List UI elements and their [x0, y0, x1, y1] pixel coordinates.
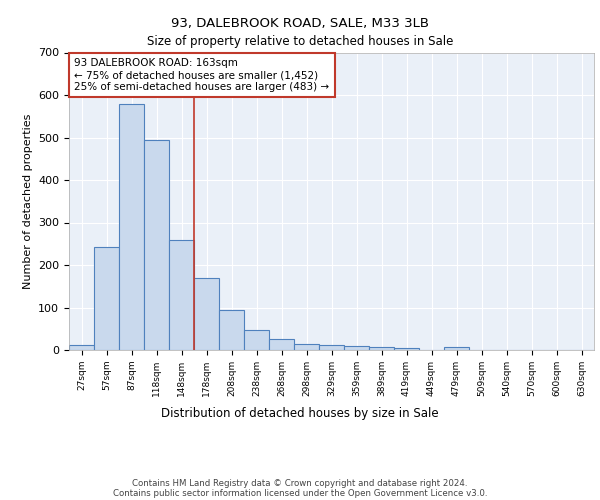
Bar	[319, 345, 344, 350]
Bar	[244, 330, 269, 350]
Bar	[294, 344, 319, 350]
Bar	[169, 240, 194, 350]
Text: Contains public sector information licensed under the Open Government Licence v3: Contains public sector information licen…	[113, 488, 487, 498]
Text: Distribution of detached houses by size in Sale: Distribution of detached houses by size …	[161, 408, 439, 420]
Bar	[94, 247, 119, 350]
Bar	[369, 347, 394, 350]
Text: 93, DALEBROOK ROAD, SALE, M33 3LB: 93, DALEBROOK ROAD, SALE, M33 3LB	[171, 18, 429, 30]
Bar	[394, 348, 419, 350]
Bar	[444, 346, 469, 350]
Bar	[194, 278, 219, 350]
Text: Contains HM Land Registry data © Crown copyright and database right 2024.: Contains HM Land Registry data © Crown c…	[132, 478, 468, 488]
Bar	[219, 310, 244, 350]
Bar	[344, 346, 369, 350]
Bar	[119, 104, 144, 350]
Text: Size of property relative to detached houses in Sale: Size of property relative to detached ho…	[147, 35, 453, 48]
Bar	[69, 345, 94, 350]
Bar	[269, 340, 294, 350]
Text: 93 DALEBROOK ROAD: 163sqm
← 75% of detached houses are smaller (1,452)
25% of se: 93 DALEBROOK ROAD: 163sqm ← 75% of detac…	[74, 58, 329, 92]
Y-axis label: Number of detached properties: Number of detached properties	[23, 114, 32, 289]
Bar	[144, 140, 169, 350]
